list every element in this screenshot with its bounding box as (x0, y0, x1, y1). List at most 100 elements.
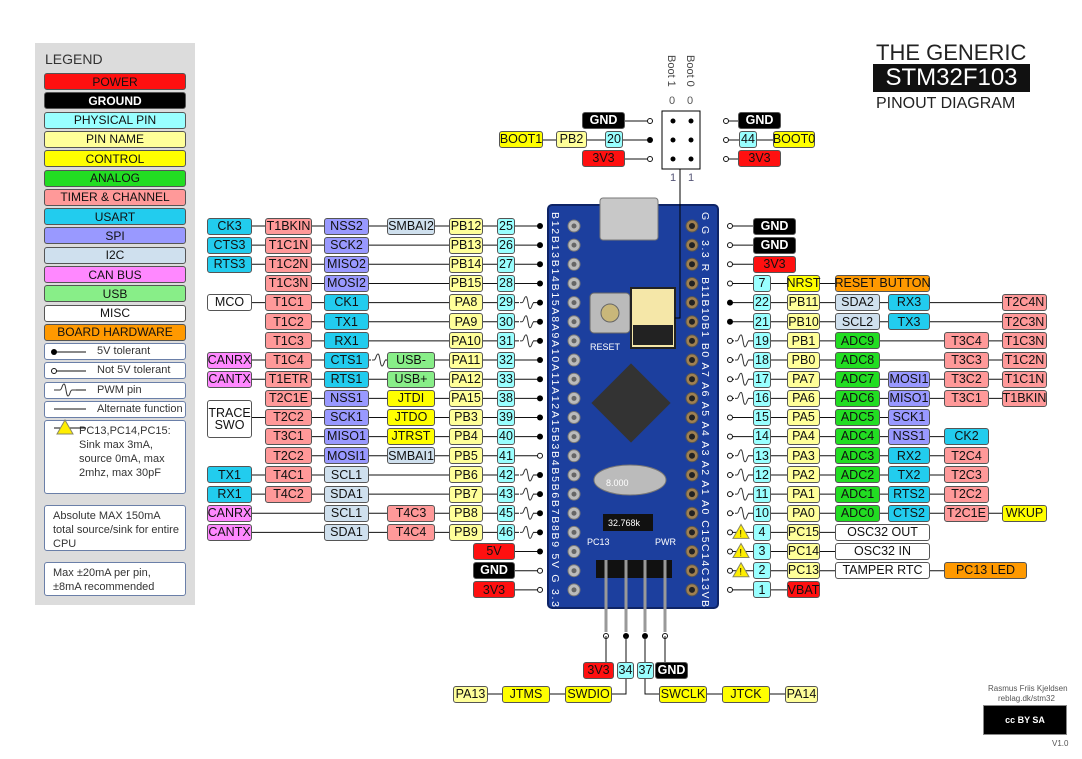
title-line-3: PINOUT DIAGRAM (876, 95, 1016, 112)
silk-pwr: PWR (655, 537, 676, 547)
5v-tolerant-dot-icon (537, 223, 543, 229)
pin-label-spi: NSS1 (888, 428, 930, 446)
hole-center (689, 337, 695, 344)
pin-label-pinname: PA10 (449, 332, 483, 350)
pwm-bg (519, 506, 533, 521)
pin-label-pinname: PB5 (449, 447, 483, 465)
swdio-line (612, 636, 627, 695)
pin-label-timer: T2C3N (1002, 313, 1047, 331)
boot1-label: Boot 1 (665, 55, 677, 87)
pin-label-pinname: PC13 (787, 562, 820, 580)
legend-note-per-pin: Max ±20mA per pin, ±8mA recommended (44, 562, 186, 596)
pin-label-usart: TX2 (888, 466, 930, 484)
pin-label-pinname: PA7 (787, 370, 820, 388)
hole-center (571, 376, 577, 382)
boot1-zero: 0 (669, 95, 676, 107)
power-pin-ground: GND (473, 562, 515, 580)
warning-icon (732, 523, 750, 539)
pin-label-timer: T2C2 (265, 409, 312, 426)
not-5v-tolerant-dot-icon (723, 118, 729, 124)
pwm-bg (734, 372, 748, 387)
swd-pin (624, 560, 628, 632)
hole-center (689, 433, 695, 440)
pin-label-usart: CTS3 (207, 236, 252, 254)
pwm-bg (734, 391, 748, 406)
silkscreen-right: G G 3.3 R B11B10B1 B0 A7 A6 A5 A4 A3 A2 … (699, 212, 711, 607)
legend-symbol-label: 5V tolerant (97, 345, 151, 357)
pin-label-timer: T2C1E (265, 389, 312, 407)
boot0-label-box: BOOT0 (772, 131, 816, 148)
pwm-wave-icon (372, 353, 387, 367)
pin-label-i2c: SDA2 (835, 294, 880, 312)
not-5v-tolerant-dot-icon (727, 280, 733, 287)
pwm-wave-icon (520, 296, 535, 310)
pin-label-usart: RTS1 (324, 370, 369, 388)
pwm-wave-icon (735, 487, 750, 501)
hole-center (689, 280, 695, 287)
pin-label-timer: T1C3N (1002, 332, 1047, 350)
swd-label-pinname: PA14 (785, 686, 818, 703)
pin-label-timer: T3C1 (944, 389, 989, 407)
pin-label-i2c: SDA1 (324, 523, 369, 541)
5v-tolerant-dot-icon (537, 548, 543, 555)
pin-label-usart: CK2 (944, 428, 989, 446)
pin-label-pinname: PA3 (787, 447, 820, 465)
pin-label-pinname: PB13 (449, 236, 483, 254)
pin-label-spi: SCK1 (324, 409, 369, 426)
hole-center (571, 472, 577, 478)
boot-3v3-right: 3V3 (738, 150, 781, 167)
hole-center (689, 529, 695, 536)
hole-center (571, 319, 577, 325)
pwm-wave-icon (735, 449, 750, 463)
pin-label-physical: 13 (753, 447, 771, 465)
pin-label-usart: RX3 (888, 294, 930, 312)
hole-center (689, 357, 695, 364)
pin-label-timer: T1BKIN (265, 217, 312, 235)
pin-label-physical: 33 (497, 370, 515, 388)
legend-title: LEGEND (45, 51, 103, 67)
pin-label-can: CANTX (207, 370, 252, 388)
pin-label-pinname: PA4 (787, 428, 820, 446)
pin-label-usart: RX2 (888, 447, 930, 465)
not-5v-tolerant-dot-icon (727, 586, 733, 593)
swd-label-control: SWDIO (565, 686, 612, 703)
pin-label-physical: 12 (753, 466, 771, 484)
pin-label-physical: 25 (497, 217, 515, 235)
pin-label-physical: 41 (497, 447, 515, 465)
hole-center (689, 223, 695, 229)
not-5v-tolerant-dot-icon (727, 376, 733, 383)
pin-label-misc: TAMPER RTC (835, 562, 930, 580)
pin-label-physical: 45 (497, 504, 515, 522)
not-5v-tolerant-dot-icon (727, 357, 733, 364)
not-5v-tolerant-dot-icon (727, 491, 733, 498)
legend-warning-note: PC13,PC14,PC15: Sink max 3mA, source 0mA… (44, 420, 186, 494)
pin-label-analog: ADC0 (835, 504, 880, 522)
pin-label-usart: RTS3 (207, 255, 252, 273)
warning-mark: ! (740, 528, 743, 538)
not-5v-tolerant-dot-icon (727, 433, 733, 440)
pin-label-physical: 16 (753, 389, 771, 407)
pin-label-physical: 29 (497, 294, 515, 312)
cc-license-badge: cc BY SA (983, 705, 1067, 735)
pin-label-i2c: SCL1 (324, 504, 369, 522)
pin-label-analog: ADC8 (835, 351, 880, 369)
pwm-wave-icon (735, 468, 750, 482)
pwm-bg (519, 314, 533, 329)
pin-label-i2c: SCL1 (324, 466, 369, 484)
5v-tolerant-dot-icon (537, 261, 543, 268)
pin-label-timer: T1ETR (265, 370, 312, 388)
pin-label-physical: 1 (753, 581, 771, 599)
pin-label-timer: T1C1N (1002, 370, 1047, 388)
5v-tolerant-dot-icon (537, 376, 543, 383)
pin-label-timer: T4C3 (387, 504, 435, 522)
power-pin-ground: GND (753, 236, 796, 254)
pin-label-timer: T3C1 (265, 428, 312, 446)
pwm-bg (734, 467, 748, 482)
pin-label-usart: CK1 (324, 294, 369, 312)
pin-label-physical: 14 (753, 428, 771, 446)
warning-icon (732, 542, 750, 559)
pin-label-usart: CTS1 (324, 351, 369, 369)
pin-label-pinname: PA0 (787, 504, 820, 522)
not-5v-tolerant-dot-icon (727, 337, 733, 344)
